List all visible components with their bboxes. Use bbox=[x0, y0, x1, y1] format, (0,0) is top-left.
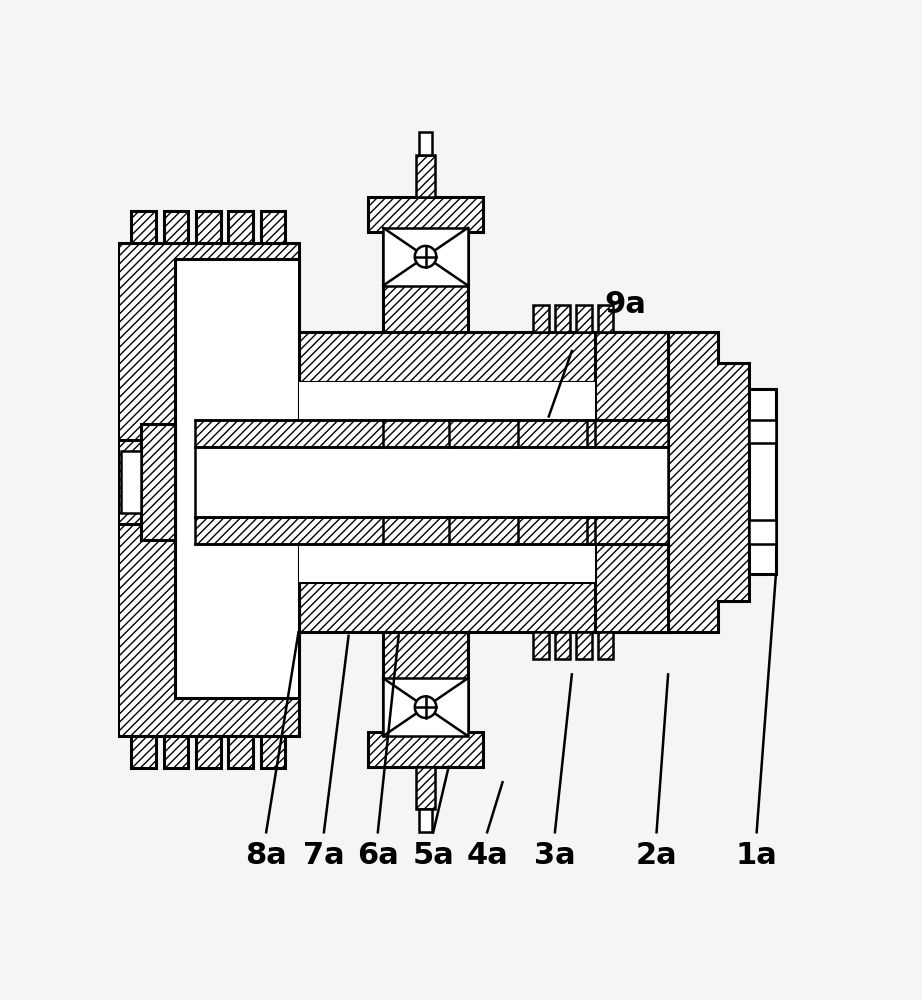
Polygon shape bbox=[384, 228, 467, 332]
Text: 3a: 3a bbox=[534, 841, 575, 870]
Polygon shape bbox=[141, 424, 175, 540]
Polygon shape bbox=[384, 632, 467, 736]
Polygon shape bbox=[229, 736, 253, 768]
Polygon shape bbox=[164, 211, 188, 243]
Polygon shape bbox=[595, 517, 668, 544]
Bar bbox=[749, 389, 776, 574]
Polygon shape bbox=[668, 332, 749, 632]
Polygon shape bbox=[118, 440, 141, 524]
Polygon shape bbox=[164, 736, 188, 768]
Bar bbox=[122, 451, 141, 513]
Bar bbox=[299, 382, 595, 420]
Text: 1a: 1a bbox=[736, 841, 777, 870]
Polygon shape bbox=[533, 305, 549, 332]
Text: 7a: 7a bbox=[303, 841, 345, 870]
Polygon shape bbox=[132, 211, 156, 243]
Bar bbox=[417, 155, 435, 197]
Polygon shape bbox=[299, 544, 595, 582]
Polygon shape bbox=[368, 197, 483, 232]
Polygon shape bbox=[749, 420, 776, 443]
Text: 9a: 9a bbox=[605, 290, 646, 319]
Polygon shape bbox=[118, 243, 299, 736]
Bar bbox=[384, 678, 467, 736]
Polygon shape bbox=[598, 632, 613, 659]
Polygon shape bbox=[595, 420, 668, 447]
Polygon shape bbox=[368, 732, 483, 767]
Polygon shape bbox=[132, 736, 156, 768]
Bar bbox=[417, 767, 435, 809]
Polygon shape bbox=[195, 420, 668, 447]
Polygon shape bbox=[195, 517, 668, 544]
Bar bbox=[175, 259, 299, 698]
Circle shape bbox=[415, 696, 436, 718]
Bar bbox=[420, 809, 431, 832]
Polygon shape bbox=[261, 211, 286, 243]
Polygon shape bbox=[576, 632, 592, 659]
Polygon shape bbox=[196, 736, 220, 768]
Polygon shape bbox=[299, 382, 595, 420]
Polygon shape bbox=[598, 305, 613, 332]
Polygon shape bbox=[576, 305, 592, 332]
Polygon shape bbox=[533, 632, 549, 659]
Polygon shape bbox=[595, 332, 668, 420]
Bar bbox=[195, 447, 668, 517]
Polygon shape bbox=[261, 736, 286, 768]
Circle shape bbox=[415, 246, 436, 267]
Text: 2a: 2a bbox=[636, 841, 678, 870]
Polygon shape bbox=[299, 582, 668, 632]
Polygon shape bbox=[595, 544, 668, 632]
Bar bbox=[384, 228, 467, 286]
Polygon shape bbox=[555, 305, 571, 332]
Bar bbox=[299, 544, 595, 582]
Polygon shape bbox=[229, 211, 253, 243]
Bar bbox=[420, 132, 431, 155]
Polygon shape bbox=[299, 332, 668, 382]
Polygon shape bbox=[196, 211, 220, 243]
Text: 4a: 4a bbox=[467, 841, 508, 870]
Polygon shape bbox=[749, 520, 776, 544]
Text: 8a: 8a bbox=[245, 841, 287, 870]
Text: 5a: 5a bbox=[412, 841, 455, 870]
Polygon shape bbox=[555, 632, 571, 659]
Text: 6a: 6a bbox=[357, 841, 398, 870]
